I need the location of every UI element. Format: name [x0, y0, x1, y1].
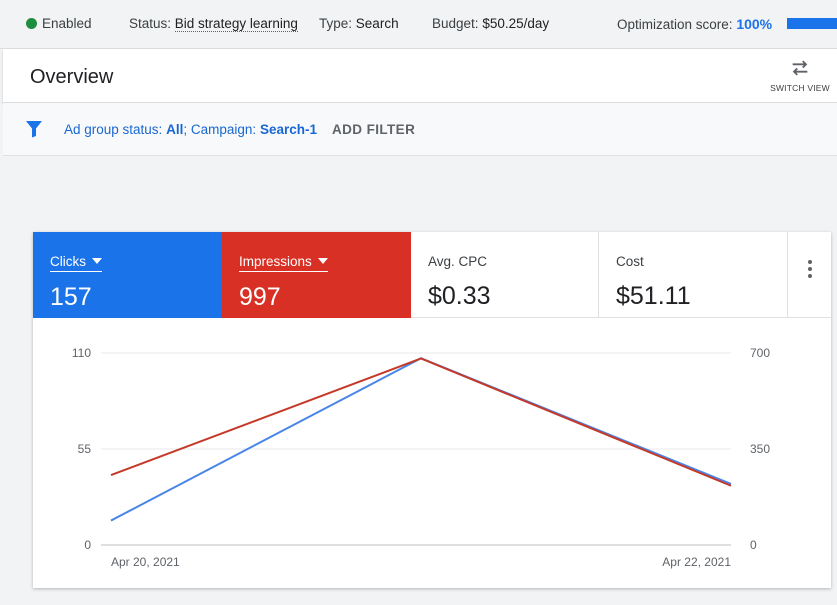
right-axis-tick-label: 0 — [750, 538, 757, 552]
metric-impressions-value: 997 — [239, 283, 281, 311]
enabled-dot-icon — [26, 18, 37, 29]
page-title: Overview — [30, 66, 114, 88]
type-value: Search — [355, 16, 399, 31]
right-axis-tick-label: 350 — [750, 442, 770, 456]
budget-label: Budget: — [432, 16, 479, 31]
optimization-value: 100% — [736, 16, 773, 32]
right-axis-tick-label: 700 — [750, 346, 770, 360]
metric-avg-cpc-label: Avg. CPC — [428, 254, 488, 269]
enabled-status[interactable]: Enabled — [26, 16, 92, 31]
campaign-budget[interactable]: Budget: $50.25/day — [432, 16, 549, 31]
type-label: Type: — [319, 16, 353, 31]
metric-clicks-label[interactable]: Clicks — [50, 254, 102, 272]
left-axis-tick-label: 55 — [78, 442, 92, 456]
budget-value: $50.25/day — [482, 16, 550, 31]
campaign-label: Campaign: — [190, 122, 257, 137]
dropdown-caret-icon — [317, 258, 328, 264]
overview-header: Overview SWITCH VIEW — [3, 49, 837, 103]
filter-funnel-icon[interactable] — [25, 120, 43, 138]
ad-group-status-label: Ad group status: — [64, 122, 163, 137]
metric-impressions-label[interactable]: Impressions — [239, 254, 328, 272]
x-axis-tick-label: Apr 22, 2021 — [662, 555, 731, 569]
more-vert-icon[interactable] — [788, 232, 831, 318]
left-axis-tick-label: 0 — [84, 538, 91, 552]
campaign-value: Search-1 — [259, 122, 317, 137]
swap-arrows-icon — [792, 60, 808, 76]
add-filter-button[interactable]: ADD FILTER — [332, 122, 416, 137]
metric-avg-cpc[interactable]: Avg. CPC $0.33 — [411, 232, 599, 318]
metric-cost-value: $51.11 — [616, 282, 691, 310]
status-label: Status: — [129, 16, 172, 31]
filter-separator: ; — [183, 122, 188, 137]
performance-line-chart: 0 55 110 0 350 700 Apr 20, 2021 Apr 22, 2021 — [72, 346, 770, 569]
switch-view-button[interactable]: SWITCH VIEW — [765, 55, 835, 99]
optimization-score-bar — [787, 18, 837, 29]
filter-bar: Ad group status: All; Campaign: Search-1… — [3, 103, 837, 156]
enabled-label: Enabled — [42, 16, 92, 31]
metric-cost[interactable]: Cost $51.11 — [599, 232, 788, 318]
active-filters[interactable]: Ad group status: All; Campaign: Search-1 — [64, 122, 317, 137]
ad-group-status-value: All — [166, 122, 184, 137]
switch-view-label: SWITCH VIEW — [770, 83, 830, 93]
x-axis-tick-label: Apr 20, 2021 — [111, 555, 180, 569]
campaign-type: Type: Search — [319, 16, 399, 31]
campaign-status[interactable]: Status: Bid strategy learning — [129, 16, 298, 32]
optimization-score[interactable]: Optimization score: 100% — [617, 16, 772, 32]
performance-chart-card: Clicks 157 Impressions 997 Avg. CPC $0.3… — [33, 232, 831, 588]
left-axis-tick-label: 110 — [72, 346, 91, 360]
metric-clicks-value: 157 — [50, 283, 92, 311]
status-value: Bid strategy learning — [174, 16, 298, 32]
campaign-status-bar: Enabled Status: Bid strategy learning Ty… — [0, 0, 837, 49]
metric-clicks[interactable]: Clicks 157 — [33, 232, 222, 318]
metric-cost-label: Cost — [616, 254, 644, 269]
metric-avg-cpc-value: $0.33 — [428, 282, 491, 310]
optimization-label: Optimization score: — [617, 17, 733, 32]
metric-impressions[interactable]: Impressions 997 — [222, 232, 411, 318]
series-line-impressions — [110, 357, 732, 487]
dropdown-caret-icon — [92, 258, 102, 264]
